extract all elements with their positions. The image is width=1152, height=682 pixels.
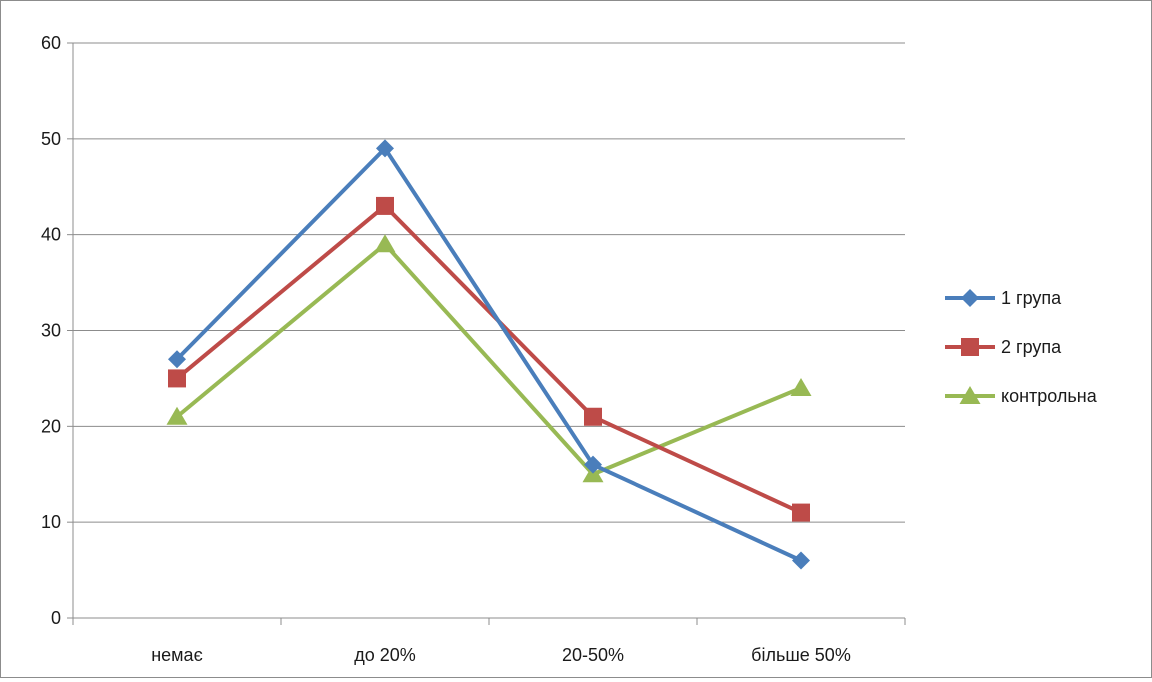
x-tick-label: більше 50%	[751, 645, 851, 665]
legend-label: контрольна	[1001, 386, 1098, 406]
series-lines	[166, 139, 812, 570]
x-tick-labels: немає до 20% 20-50% більше 50%	[151, 645, 851, 665]
series-2	[168, 196, 810, 522]
data-point	[376, 139, 394, 158]
y-tick-label: 30	[41, 321, 61, 341]
series-line	[175, 146, 802, 563]
y-tick-label: 50	[41, 129, 61, 149]
y-tick-label: 40	[41, 225, 61, 245]
legend-label: 1 група	[1001, 288, 1062, 308]
x-tick-label: до 20%	[354, 645, 416, 665]
legend-marker	[961, 289, 979, 307]
axes	[67, 42, 906, 625]
legend-entry-3: контрольна	[945, 386, 1098, 406]
legend-marker	[961, 338, 979, 356]
series-1	[168, 139, 810, 570]
y-tick-labels: 0 10 20 30 40 50 60	[41, 33, 61, 628]
legend-entry-2: 2 група	[945, 337, 1062, 357]
data-point	[168, 350, 186, 369]
data-point	[790, 378, 812, 396]
data-point	[374, 234, 396, 253]
data-point	[584, 455, 602, 474]
data-point	[792, 503, 810, 522]
series-line	[175, 203, 802, 515]
data-point	[166, 406, 188, 425]
legend-marker	[959, 386, 981, 404]
y-tick-label: 10	[41, 512, 61, 532]
data-point	[584, 407, 602, 426]
data-point	[168, 369, 186, 388]
x-tick-label: 20-50%	[562, 645, 624, 665]
data-point	[376, 196, 394, 215]
legend-label: 2 група	[1001, 337, 1062, 357]
y-tick-label: 60	[41, 33, 61, 53]
y-tick-label: 0	[51, 608, 61, 628]
series-line	[175, 242, 802, 477]
data-point	[792, 551, 810, 570]
legend: 1 група 2 група контрольна	[945, 288, 1098, 406]
grid-lines	[73, 42, 905, 523]
x-tick-label: немає	[151, 645, 203, 665]
y-tick-label: 20	[41, 416, 61, 436]
legend-entry-1: 1 група	[945, 288, 1062, 308]
